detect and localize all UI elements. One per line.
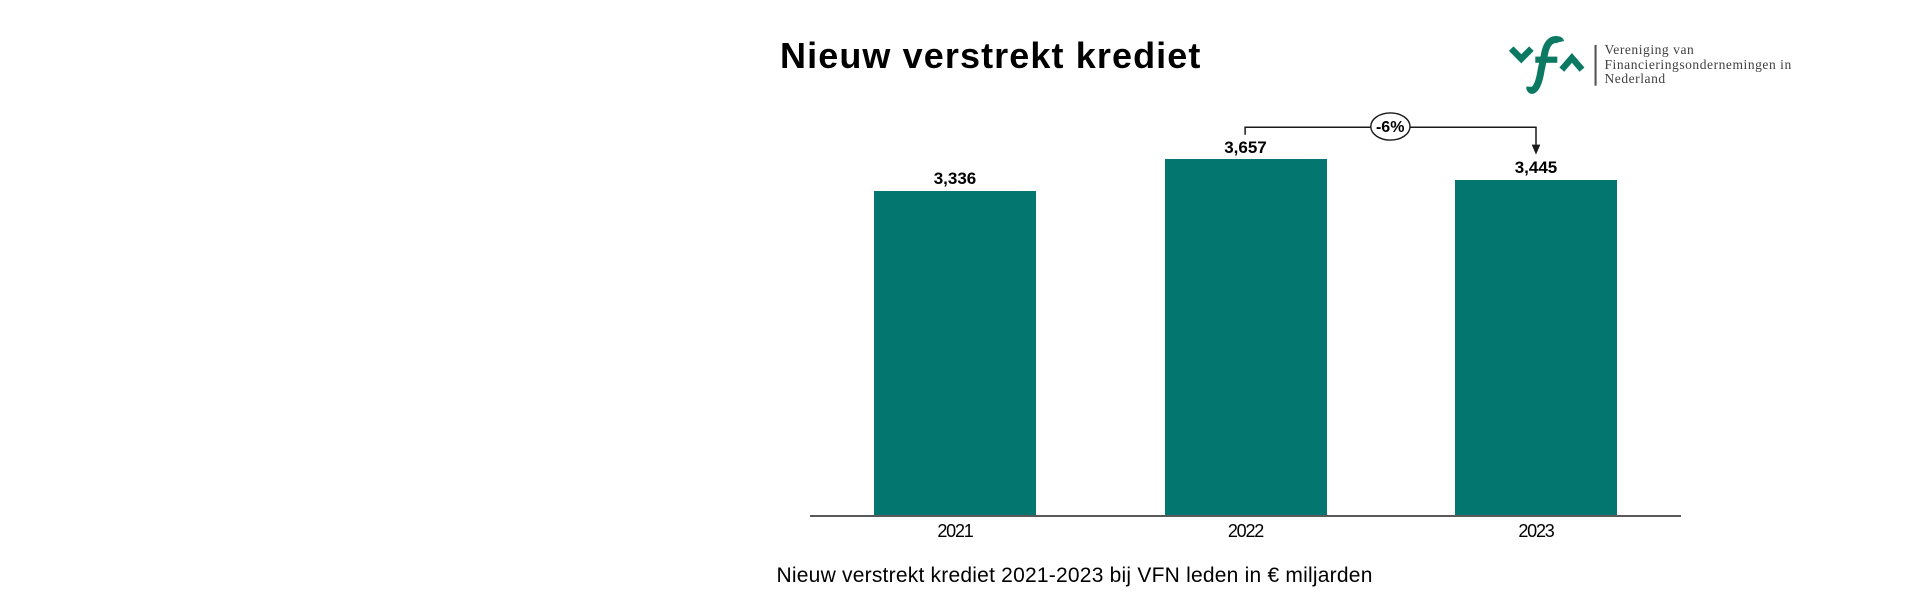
svg-text:-6%: -6%: [1376, 119, 1404, 136]
